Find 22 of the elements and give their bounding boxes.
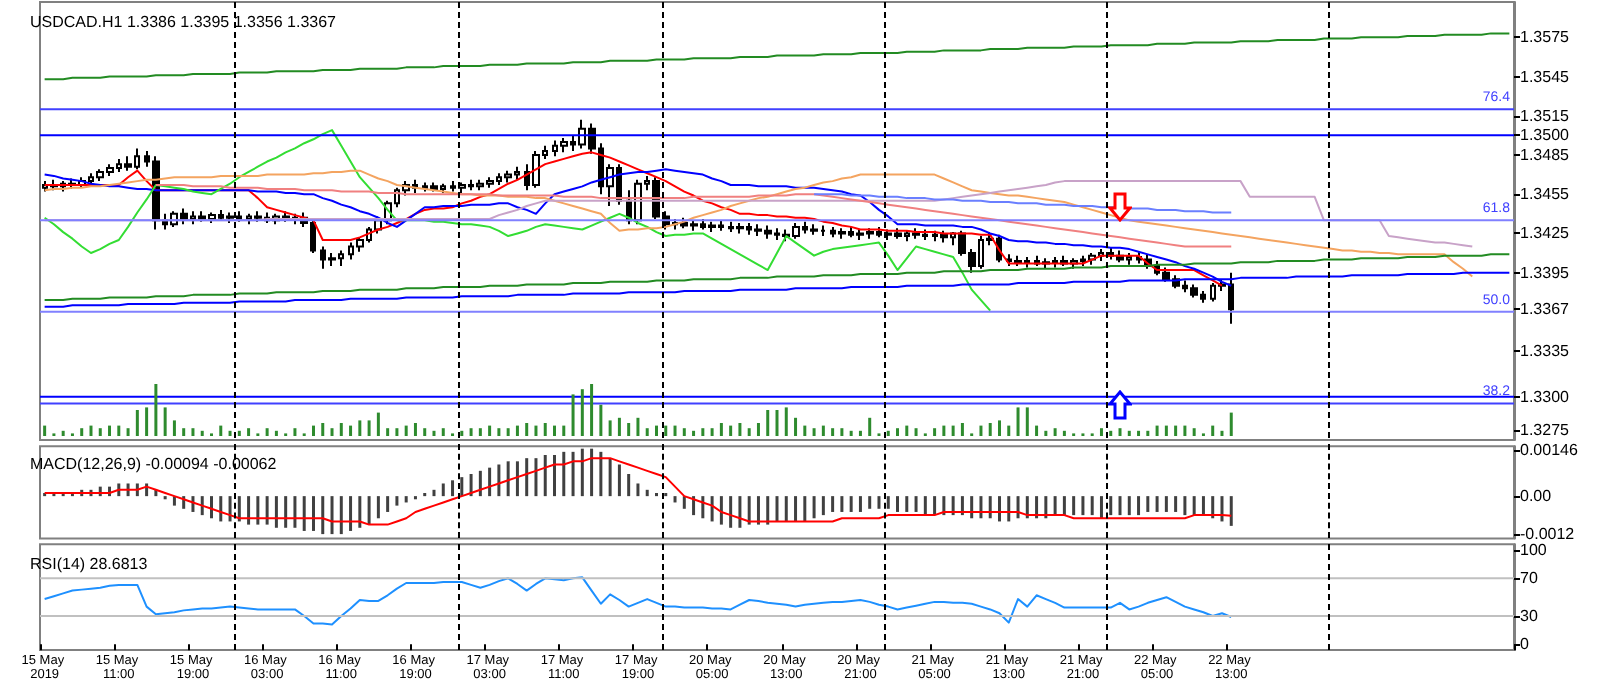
y-tick-label: 0.00146: [1520, 440, 1579, 459]
y-tick-label: 1.3367: [1520, 300, 1571, 319]
text: USDCAD.H1 1.3386 1.3395 1.3356 1.3367: [30, 13, 338, 31]
text: RSI(14) 28.6813: [30, 555, 149, 573]
y-tick-label: 0: [1520, 635, 1530, 654]
y-tick-label: 1.3335: [1520, 342, 1571, 361]
y-tick-label: 30: [1520, 607, 1539, 626]
y-tick-label: 100: [1520, 541, 1548, 559]
y-tick-label: 1.3485: [1520, 145, 1571, 164]
y-tick-label: 1.3395: [1520, 263, 1571, 282]
y-tick-label: 1.3300: [1520, 387, 1571, 406]
text: MACD(12,26,9) -0.00094 -0.00062: [30, 455, 278, 473]
y-tick-label: 1.3515: [1520, 106, 1571, 125]
y-tick-label: 70: [1520, 569, 1539, 588]
y-tick-label: 0.00: [1520, 487, 1553, 506]
y-tick-label: 1.3575: [1520, 28, 1571, 47]
y-tick-label: 1.3455: [1520, 185, 1571, 204]
y-tick-label: -0.0012: [1520, 525, 1576, 544]
y-tick-label: 1.3425: [1520, 224, 1571, 243]
y-tick-label: 1.3275: [1520, 420, 1571, 439]
y-tick-label: 1.3500: [1520, 126, 1571, 145]
y-tick-label: 1.3545: [1520, 67, 1571, 86]
